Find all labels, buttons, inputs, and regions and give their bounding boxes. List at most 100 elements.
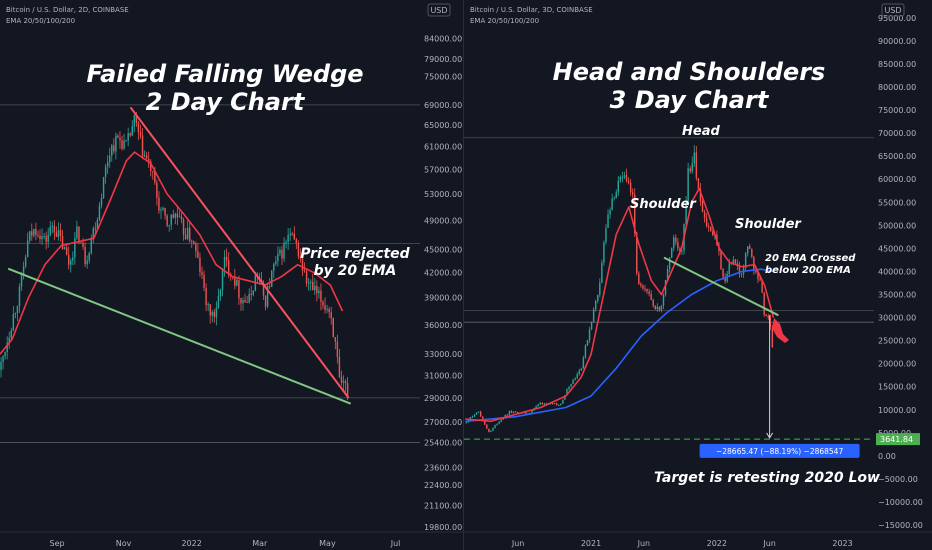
candle-up xyxy=(512,411,515,413)
candle-up xyxy=(22,266,25,276)
candle-up xyxy=(582,357,585,369)
y-tick-label: 22400.00 xyxy=(424,481,462,490)
candle-down xyxy=(37,234,39,236)
y-tick-label: −15000.00 xyxy=(878,521,923,530)
currency-badge-label: USD xyxy=(430,6,447,15)
candle-up xyxy=(664,280,667,295)
candle-up xyxy=(314,285,316,291)
candle-up xyxy=(174,213,177,218)
candle-up xyxy=(221,268,224,291)
candle-down xyxy=(346,383,349,398)
candle-up xyxy=(170,214,172,226)
candle-down xyxy=(264,295,267,307)
candle-down xyxy=(150,161,152,172)
candle-down xyxy=(627,180,630,183)
candle-up xyxy=(673,237,675,249)
candle-up xyxy=(594,301,597,310)
candle-down xyxy=(182,219,185,235)
candle-down xyxy=(94,228,97,230)
y-tick-label: 25400.00 xyxy=(424,439,462,448)
candle-up xyxy=(477,411,480,413)
candle-down xyxy=(701,201,704,212)
y-tick-label: 20000.00 xyxy=(878,360,916,369)
candle-up xyxy=(100,198,103,206)
chart-canvas-right[interactable]: −28665.47 (−88.19%) −2868547 95000.00 9000… xyxy=(464,0,932,550)
candle-up xyxy=(160,209,162,211)
candle-up xyxy=(496,423,498,426)
candle-down xyxy=(191,240,193,242)
x-tick-label: 2021 xyxy=(581,539,601,548)
candle-down xyxy=(135,115,138,123)
candle-down xyxy=(328,309,330,313)
candle-down xyxy=(197,251,199,258)
candle-up xyxy=(10,330,12,338)
candle-down xyxy=(757,272,759,280)
candle-down xyxy=(749,246,751,249)
chart-title: Head and Shoulders 3 Day Chart xyxy=(544,58,834,114)
candle-up xyxy=(318,290,320,294)
candle-down xyxy=(303,270,306,272)
candle-down xyxy=(541,402,544,405)
chart-panel-right[interactable]: −28665.47 (−88.19%) −2868547 95000.00 9000… xyxy=(464,0,932,550)
candle-down xyxy=(31,231,33,236)
y-tick-label: 90000.00 xyxy=(878,37,916,46)
symbol-header[interactable]: Bitcoin / U.S. Dollar, 2D, COINBASE xyxy=(6,6,129,14)
candle-up xyxy=(217,296,220,308)
candle-up xyxy=(601,262,603,283)
candle-up xyxy=(490,430,492,432)
candle-up xyxy=(615,192,617,199)
candle-down xyxy=(761,280,763,293)
chart-canvas-left[interactable]: 84000.00 79000.00 75000.00 69000.00 65000.00… xyxy=(0,0,463,550)
y-tick-label: 84000.00 xyxy=(424,34,462,43)
symbol-header[interactable]: Bitcoin / U.S. Dollar, 3D, COINBASE xyxy=(470,6,593,14)
candle-up xyxy=(660,305,663,311)
candle-up xyxy=(133,115,136,127)
candle-up xyxy=(88,253,90,261)
indicator-header[interactable]: EMA 20/50/100/200 xyxy=(470,17,540,25)
candle-down xyxy=(305,271,308,284)
candle-up xyxy=(0,361,2,370)
candle-down xyxy=(227,260,230,274)
candle-up xyxy=(271,270,273,287)
candle-up xyxy=(111,145,113,156)
indicator-header[interactable]: EMA 20/50/100/200 xyxy=(6,17,76,25)
candle-down xyxy=(771,327,774,348)
candle-up xyxy=(687,168,689,202)
candle-down xyxy=(205,287,207,306)
candle-down xyxy=(152,171,154,173)
candle-down xyxy=(113,145,115,152)
candle-up xyxy=(12,314,15,331)
annotation-line-1: 20 EMA Crossed xyxy=(765,253,856,264)
candle-down xyxy=(80,242,82,244)
candle-down xyxy=(250,293,252,295)
candle-up xyxy=(207,304,209,306)
candle-down xyxy=(648,291,650,294)
candle-up xyxy=(162,207,164,210)
candle-up xyxy=(574,377,576,380)
currency-badge xyxy=(881,3,905,17)
candle-up xyxy=(586,340,589,346)
candle-up xyxy=(621,176,624,178)
annotation-line-1: Price rejected xyxy=(300,246,410,262)
candle-up xyxy=(578,370,580,375)
y-tick-label: 33000.00 xyxy=(424,350,462,359)
candle-up xyxy=(223,256,226,269)
candle-up xyxy=(531,410,533,413)
candle-down xyxy=(759,279,761,281)
panel-divider[interactable] xyxy=(463,0,464,550)
ema-20-line xyxy=(0,151,344,355)
ema-rejection-annotation: Price rejected by 20 EMA xyxy=(295,246,415,280)
candle-down xyxy=(767,316,769,318)
chart-panel-left[interactable]: 84000.00 79000.00 75000.00 69000.00 65000.00… xyxy=(0,0,463,550)
candle-up xyxy=(74,238,76,258)
candle-up xyxy=(123,140,125,149)
candle-up xyxy=(728,263,730,274)
candle-down xyxy=(658,306,661,311)
currency-badge xyxy=(427,3,451,17)
currency-badge-label: USD xyxy=(884,6,901,15)
y-tick-label: 95000.00 xyxy=(878,14,916,23)
y-tick-label: 65000.00 xyxy=(878,152,916,161)
candle-down xyxy=(740,273,743,275)
left-shoulder-label: Shoulder xyxy=(630,197,696,212)
candle-down xyxy=(516,412,519,414)
